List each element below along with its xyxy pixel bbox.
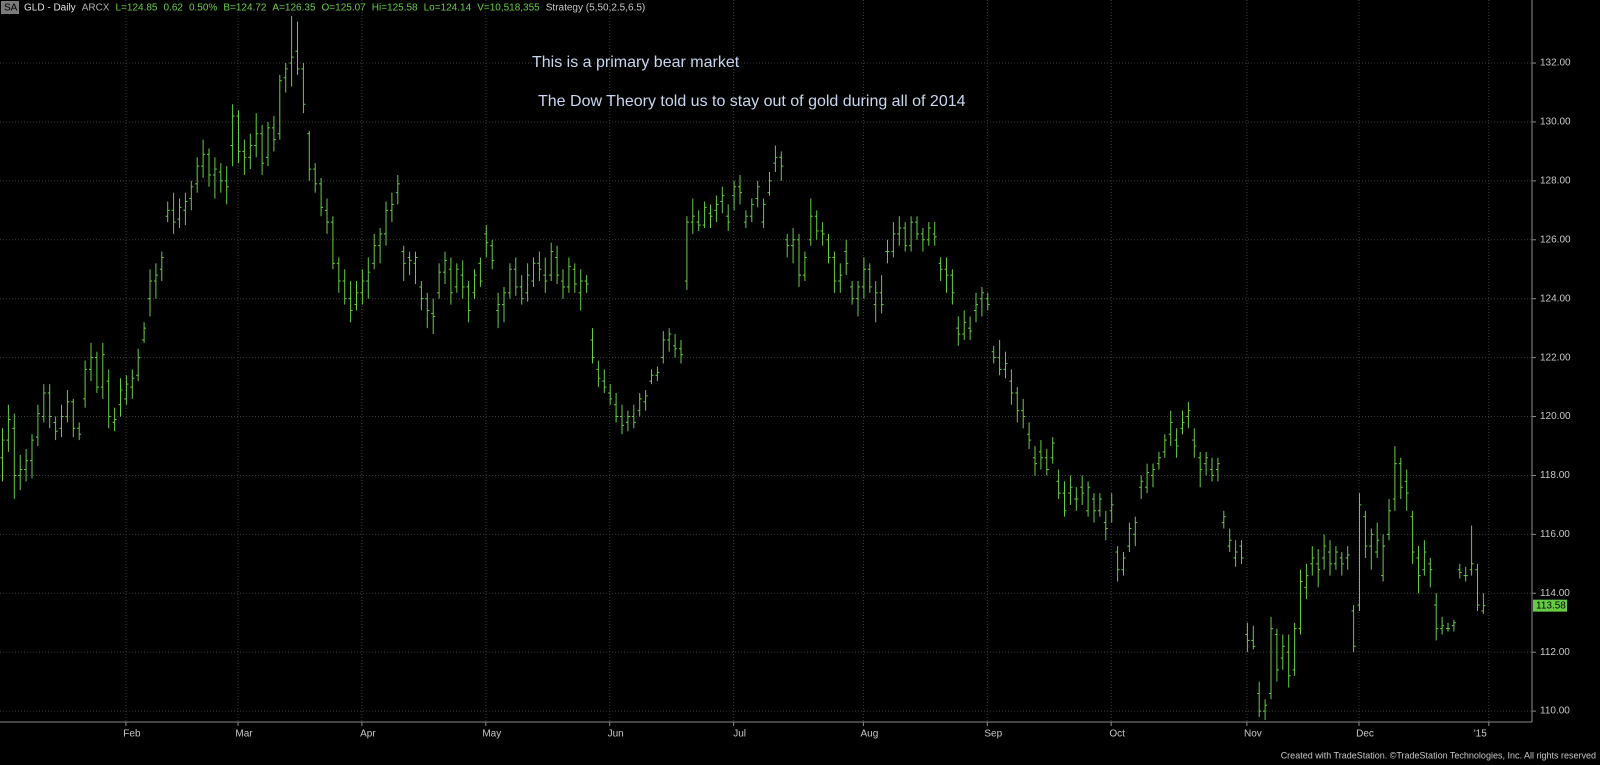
annotation: The Dow Theory told us to stay out of go… [538,93,966,110]
x-tick-label: Aug [861,729,879,740]
x-tick-label: Feb [123,729,141,740]
badge-box [1,1,19,14]
header-change_pct: 0.50% [189,3,217,14]
header-exchange: ARCX [82,3,110,14]
y-tick-label: 112.00 [1540,647,1570,658]
y-tick-label: 120.00 [1540,411,1571,422]
grid [0,0,1532,722]
x-tick-label: Jun [608,729,624,740]
price-bars [0,15,1486,720]
y-tick-label: 124.00 [1540,293,1571,304]
header-open: O=125.07 [322,3,367,14]
y-tick-label: 114.00 [1540,588,1570,599]
x-tick-label: Sep [984,729,1002,740]
header-badge: SA [4,3,18,14]
x-tick-label: Oct [1109,729,1125,740]
annotation: This is a primary bear market [532,54,740,71]
header: SA GLD - Daily ARCX L=124.85 0.62 0.50% B=124.… [1,1,645,14]
y-tick-label: 110.00 [1540,706,1570,717]
header-bid: B=124.72 [223,3,267,14]
y-tick-label: 128.00 [1540,176,1571,187]
x-tick-label: Nov [1244,729,1262,740]
x-tick-label: Jul [733,729,746,740]
header-volume: V=10,518,355 [477,3,540,14]
y-tick-label: 122.00 [1540,352,1571,363]
axes: 110.00 112.00 114.00 116.00 118.00 120.00 122.… [123,58,1571,740]
y-tick-label: 132.00 [1540,58,1571,69]
header-ask: A=126.35 [272,3,316,14]
header-change: 0.62 [163,3,183,14]
header-last: L=124.85 [115,3,157,14]
x-tick-label: Dec [1356,729,1374,740]
x-tick-label: May [482,729,501,740]
footer: Created with TradeStation. ©TradeStation… [1281,750,1596,760]
header-low: Lo=124.14 [424,3,472,14]
x-tick-label: '15 [1474,729,1487,740]
y-tick-label: 116.00 [1540,529,1570,540]
last-price-label: 113.58 [1536,600,1566,611]
header-strategy: Strategy (5,50,2.5,6.5) [546,3,646,14]
y-tick-label: 118.00 [1540,470,1570,481]
x-tick-label: Apr [360,729,376,740]
last-price-box [1533,599,1567,612]
x-tick-label: Mar [235,729,253,740]
header-high: Hi=125.58 [372,3,418,14]
y-tick-label: 130.00 [1540,117,1571,128]
y-tick-label: 126.00 [1540,234,1571,245]
header-symbol: GLD - Daily [24,3,76,14]
